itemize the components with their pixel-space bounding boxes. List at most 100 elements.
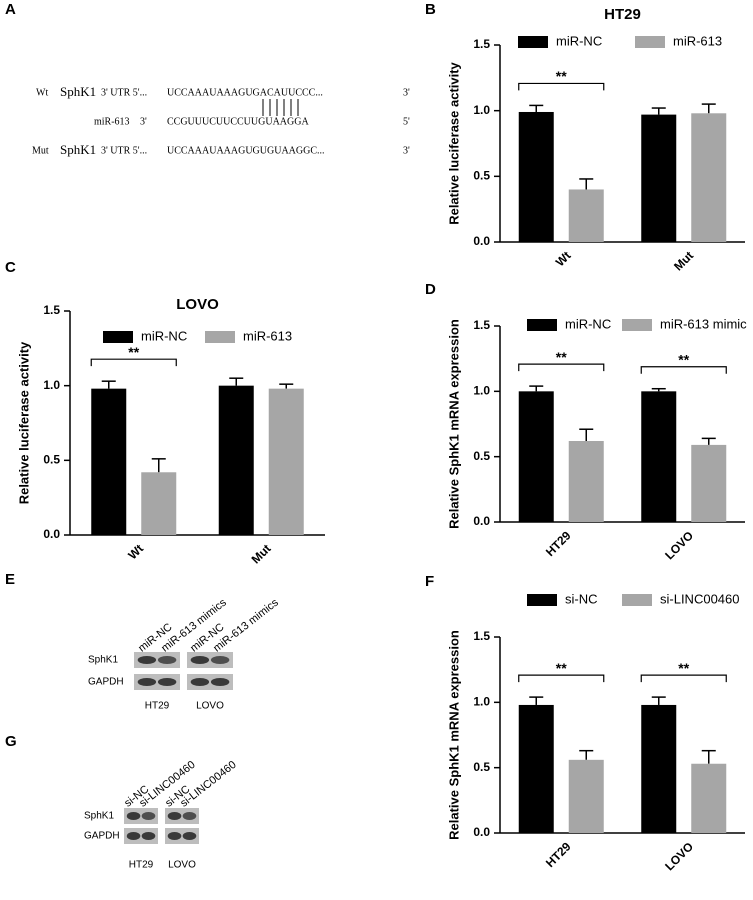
legend-swatch [205,331,235,343]
y-axis-label: Relative luciferase activity [16,341,31,504]
bar [691,763,727,833]
blot-box [187,652,233,668]
row-label: miR-613 [94,116,130,127]
y-tick-label: 0.5 [473,760,490,774]
y-tick-label: 1.5 [473,629,490,643]
bar [691,444,727,522]
group-label: LOVO [196,701,224,712]
row-label: Wt [36,87,48,98]
y-tick-label: 1.0 [473,103,490,117]
y-tick-label: 1.5 [473,37,490,51]
significance-bracket [518,82,605,91]
blot-band [210,656,230,664]
legend-label: si-LINC00460 [660,591,740,606]
y-tick-label: 0.5 [43,453,60,467]
panel-a: A Wt SphK1 3' UTR 5'... UCCAAAUAAAGUGACA… [5,1,410,157]
legend-label: miR-613 [243,328,292,343]
significance-label: ** [556,349,567,365]
blot-band [157,656,177,664]
blot-box [165,828,199,844]
blot-box [134,652,180,668]
x-tick-label: HT29 [543,839,574,870]
y-tick-label: 1.5 [473,318,490,332]
sequence: UCCAAAUAAAGUGUGUAAGGC... [167,145,325,156]
bar [518,704,554,833]
group-label: HT29 [129,860,154,871]
legend-swatch [527,319,557,331]
row-label: GAPDH [84,831,120,842]
row-label: SphK1 [84,811,114,822]
panel-letter: G [5,733,17,750]
y-axis-label: Relative SphK1 mRNA expression [446,630,461,840]
significance-bracket [518,674,605,683]
sequence: CCGUUUCUUCCUUGUAAGGA [167,116,309,127]
panel-letter: B [425,1,436,18]
significance-label: ** [678,660,689,676]
end: 3' [403,87,410,98]
legend-swatch [635,36,665,48]
significance-label: ** [128,344,139,360]
end: 5' [403,116,410,127]
bar [518,391,554,522]
legend-label: miR-NC [556,33,602,48]
blot-band [167,812,182,820]
start: 3' [140,116,147,127]
group-label: HT29 [145,701,170,712]
bar [568,440,604,522]
x-tick-label: Wt [125,541,146,562]
blot-box [187,674,233,690]
bar [518,111,554,242]
chart-title: HT29 [604,6,641,23]
y-tick-label: 0.0 [473,825,490,839]
y-tick-label: 0.0 [473,514,490,528]
bar [141,472,177,535]
significance-bracket [90,358,177,367]
legend-label: miR-613 mimic [660,316,747,331]
end: 3' [403,145,410,156]
utr: 3' UTR 5'... [101,87,147,98]
y-tick-label: 1.0 [473,695,490,709]
blot-band [182,812,197,820]
panel-letter: C [5,259,16,276]
y-tick-label: 0.5 [473,169,490,183]
blot-band [157,678,177,686]
blot-band [126,812,141,820]
row-label: GAPDH [88,677,124,688]
gene: SphK1 [60,84,96,99]
significance-bracket [640,674,727,683]
bar [268,388,304,535]
legend-swatch [518,36,548,48]
row-label: Mut [32,145,49,156]
y-tick-label: 1.0 [473,384,490,398]
legend-swatch [622,594,652,606]
blot-band [137,678,157,686]
y-tick-label: 0.0 [43,527,60,541]
y-tick-label: 0.0 [473,234,490,248]
blot-box [165,808,199,824]
bar [218,385,254,535]
significance-label: ** [556,68,567,84]
bar [641,704,677,833]
bar [641,391,677,522]
blot-band [190,678,210,686]
legend-label: si-NC [565,591,598,606]
y-axis-label: Relative luciferase activity [446,61,461,224]
legend-swatch [527,594,557,606]
blot-band [210,678,230,686]
blot-band [190,656,210,664]
blot-band [141,812,156,820]
blot-band [182,832,197,840]
bar [91,388,127,535]
blot-band [137,656,157,664]
blot-box [124,808,158,824]
legend-label: miR-NC [141,328,187,343]
y-tick-label: 0.5 [473,449,490,463]
base-pairs [262,99,299,116]
bar [691,113,727,242]
significance-bracket [518,363,605,372]
row-label: SphK1 [88,655,118,666]
x-tick-label: LOVO [662,528,696,562]
legend-swatch [622,319,652,331]
legend-label: miR-613 [673,33,722,48]
utr: 3' UTR 5'... [101,145,147,156]
